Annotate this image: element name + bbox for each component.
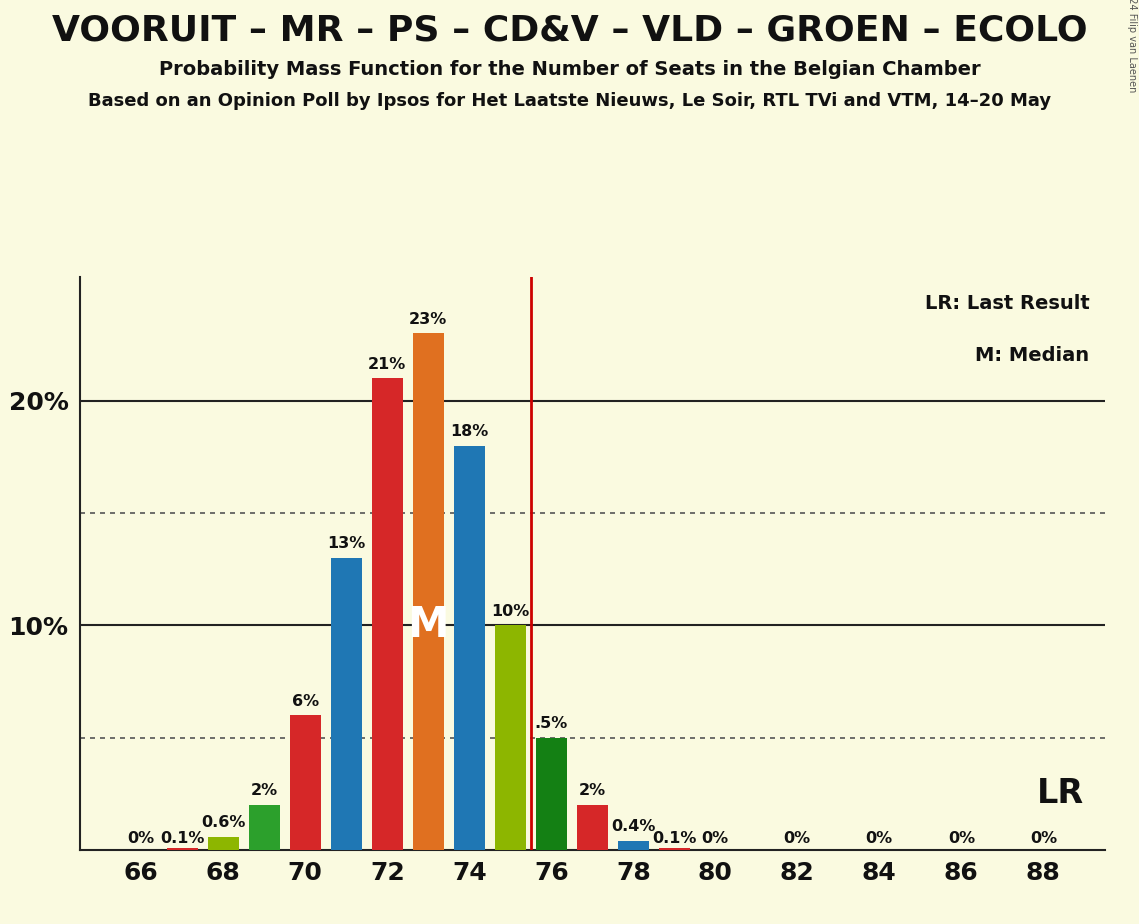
Text: LR: Last Result: LR: Last Result	[925, 295, 1089, 313]
Bar	[413, 334, 444, 850]
Text: 0%: 0%	[866, 831, 893, 845]
Text: .5%: .5%	[534, 716, 568, 731]
Text: 0.4%: 0.4%	[612, 820, 655, 834]
Bar	[454, 445, 485, 850]
Text: © 2024 Filip van Laenen: © 2024 Filip van Laenen	[1126, 0, 1137, 92]
Bar	[249, 805, 280, 850]
Text: 0.6%: 0.6%	[202, 815, 245, 830]
Text: M: Median: M: Median	[975, 346, 1089, 365]
Bar	[576, 805, 608, 850]
Bar	[535, 737, 567, 850]
Text: 0%: 0%	[784, 831, 811, 845]
Text: Probability Mass Function for the Number of Seats in the Belgian Chamber: Probability Mass Function for the Number…	[158, 60, 981, 79]
Text: 0%: 0%	[702, 831, 729, 845]
Text: Based on an Opinion Poll by Ipsos for Het Laatste Nieuws, Le Soir, RTL TVi and V: Based on an Opinion Poll by Ipsos for He…	[88, 92, 1051, 110]
Text: 0.1%: 0.1%	[161, 831, 204, 845]
Bar	[371, 378, 402, 850]
Text: 21%: 21%	[368, 357, 407, 371]
Bar	[618, 841, 649, 850]
Bar	[290, 715, 321, 850]
Bar	[495, 626, 526, 850]
Text: 23%: 23%	[409, 311, 448, 326]
Text: 0%: 0%	[128, 831, 155, 845]
Text: 0.1%: 0.1%	[653, 831, 696, 845]
Text: 6%: 6%	[292, 694, 319, 709]
Text: 2%: 2%	[579, 784, 606, 798]
Text: 2%: 2%	[251, 784, 278, 798]
Text: 10%: 10%	[491, 603, 530, 619]
Bar	[659, 848, 690, 850]
Text: 13%: 13%	[327, 536, 366, 552]
Bar	[207, 836, 238, 850]
Text: M: M	[408, 604, 449, 647]
Text: 0%: 0%	[1030, 831, 1057, 845]
Text: 18%: 18%	[450, 424, 489, 439]
Text: 0%: 0%	[948, 831, 975, 845]
Bar	[166, 848, 197, 850]
Text: LR: LR	[1038, 777, 1084, 810]
Bar	[330, 558, 362, 850]
Text: VOORUIT – MR – PS – CD&V – VLD – GROEN – ECOLO: VOORUIT – MR – PS – CD&V – VLD – GROEN –…	[51, 14, 1088, 48]
